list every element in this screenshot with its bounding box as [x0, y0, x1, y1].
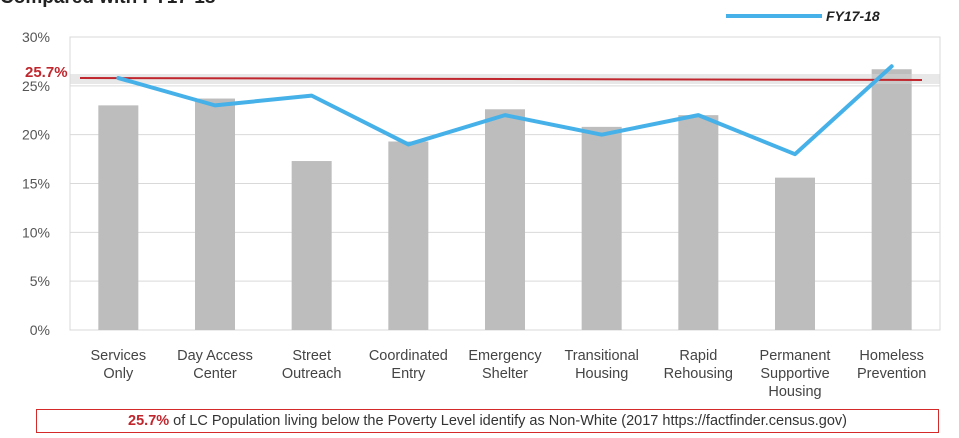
y-tick-label: 10% — [22, 224, 50, 240]
x-tick-label: Transitional — [564, 348, 638, 364]
x-tick-label: Prevention — [857, 366, 926, 382]
x-tick-label: Rapid — [679, 348, 717, 364]
chart-title: Compared with FY17-18 — [0, 0, 215, 9]
bar — [388, 141, 429, 330]
x-tick-label: Housing — [768, 384, 821, 400]
x-tick-label: Services — [91, 348, 147, 364]
bar — [485, 109, 525, 330]
x-tick-label: Permanent — [760, 348, 831, 364]
bar — [871, 69, 912, 330]
x-tick-label: Homeless — [859, 348, 923, 364]
bar — [581, 126, 622, 330]
footnote-box: 25.7% of LC Population living below the … — [36, 409, 939, 433]
footnote-highlight: 25.7% — [128, 413, 170, 429]
reference-line — [79, 76, 923, 81]
reference-label: 25.7% — [25, 64, 68, 81]
bar — [775, 177, 815, 330]
y-tick-label: 5% — [30, 273, 50, 289]
y-tick-label: 25% — [22, 78, 50, 94]
x-tick-label: Supportive — [760, 366, 829, 382]
x-tick-label: Street — [292, 348, 331, 364]
line-series — [116, 64, 894, 157]
bar — [98, 105, 139, 330]
x-tick-label: Center — [193, 366, 237, 382]
x-tick-label: Housing — [575, 366, 628, 382]
x-tick-label: Entry — [391, 366, 426, 382]
bar — [291, 161, 332, 330]
x-tick-label: Outreach — [282, 366, 342, 382]
y-tick-label: 30% — [22, 29, 50, 45]
y-tick-label: 0% — [30, 322, 50, 338]
y-tick-label: 20% — [22, 127, 50, 143]
x-tick-label: Day Access — [177, 348, 253, 364]
y-tick-label: 15% — [22, 176, 50, 192]
x-tick-label: Emergency — [468, 348, 542, 364]
bar — [195, 98, 235, 330]
bar — [678, 115, 719, 330]
x-tick-label: Coordinated — [369, 348, 448, 364]
legend-label: FY17-18 — [826, 8, 880, 24]
x-tick-label: Only — [103, 366, 134, 382]
footnote-text: of LC Population living below the Povert… — [173, 413, 847, 429]
x-tick-label: Shelter — [482, 366, 528, 382]
x-tick-label: Rehousing — [664, 366, 733, 382]
